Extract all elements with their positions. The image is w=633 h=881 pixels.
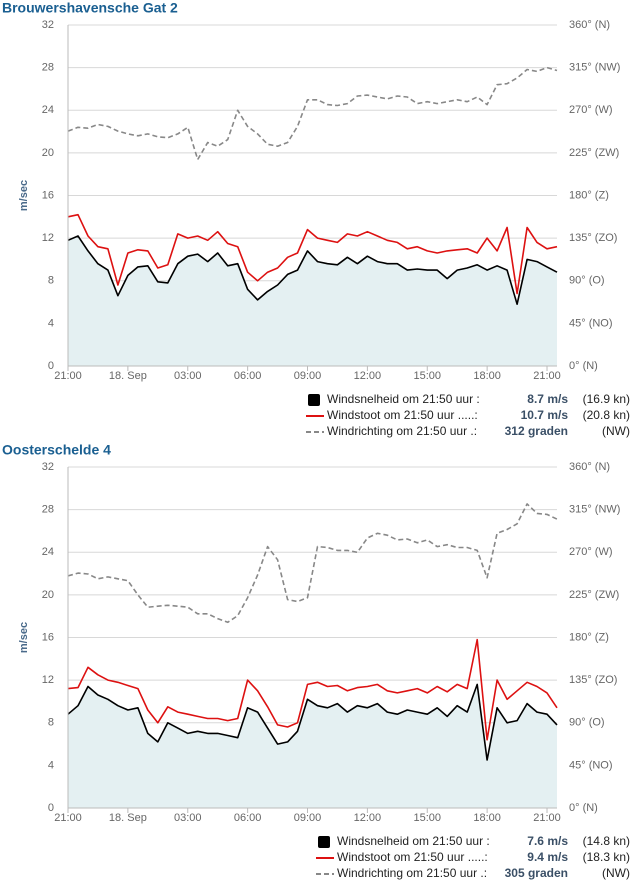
- y2-tick-label: 180° (Z): [569, 631, 609, 643]
- area: [68, 236, 557, 366]
- x-tick-label: 21:00: [54, 370, 82, 382]
- x-tick-label: 09:00: [294, 812, 322, 824]
- y2-tick-label: 270° (W): [569, 546, 613, 558]
- x-tick-label: 18. Sep: [109, 370, 147, 382]
- legend-current: 305 graden: [505, 866, 568, 880]
- line: [67, 503, 558, 624]
- y2-tick-label: 0° (N): [569, 360, 598, 372]
- y-tick-label: 24: [42, 546, 54, 558]
- y2-tick-label: 45° (NO): [569, 317, 613, 329]
- y-tick-label: 0: [48, 802, 54, 814]
- x-tick-label: 18. Sep: [109, 812, 147, 824]
- legend-current-alt: (20.8 kn): [583, 408, 630, 422]
- y-tick-label: 32: [42, 461, 54, 473]
- y2-tick-label: 90° (O): [569, 717, 605, 729]
- line: [67, 638, 558, 741]
- y2-tick-label: 45° (NO): [569, 759, 613, 771]
- y2-tick-label: 135° (ZO): [569, 232, 617, 244]
- legend-current: 9.4 m/s: [527, 850, 568, 864]
- x-tick-label: 06:00: [234, 370, 262, 382]
- x-tick-label: 06:00: [234, 812, 262, 824]
- y2-tick-label: 0° (N): [569, 802, 598, 814]
- chart: Oosterschelde 4 m/sec 0 4 8 12 16 20 24 28 32 0° (N…: [2, 442, 630, 880]
- legend-current: 10.7 m/s: [521, 408, 569, 422]
- legend-swatch: [318, 836, 330, 848]
- y-tick-label: 20: [42, 147, 54, 159]
- legend-current-alt: (NW): [602, 866, 630, 880]
- x-tick-label: 18:00: [473, 370, 501, 382]
- x-tick-label: 03:00: [174, 812, 202, 824]
- y-tick-label: 12: [42, 232, 54, 244]
- x-tick-label: 12:00: [354, 370, 382, 382]
- y2-tick-label: 135° (ZO): [569, 674, 617, 686]
- x-tick-label: 21:00: [533, 812, 561, 824]
- area: [68, 684, 557, 808]
- line: [67, 66, 558, 161]
- chart-title: Brouwershavensche Gat 2: [2, 0, 178, 16]
- y2-tick-label: 315° (NW): [569, 62, 620, 74]
- x-tick-label: 21:00: [54, 812, 82, 824]
- y2-tick-label: 225° (ZW): [569, 147, 619, 159]
- y-tick-label: 20: [42, 589, 54, 601]
- legend-current: 8.7 m/s: [527, 392, 568, 406]
- line: [67, 683, 558, 761]
- y2-tick-label: 315° (NW): [569, 504, 620, 516]
- legend-current-alt: (14.8 kn): [583, 834, 630, 848]
- y-tick-label: 4: [48, 759, 54, 771]
- y-axis-label: m/sec: [18, 180, 30, 211]
- line: [67, 213, 558, 295]
- y-tick-label: 16: [42, 631, 54, 643]
- x-tick-label: 12:00: [354, 812, 382, 824]
- x-tick-label: 15:00: [413, 812, 441, 824]
- line: [67, 235, 558, 305]
- x-tick-label: 18:00: [473, 812, 501, 824]
- y-tick-label: 4: [48, 317, 54, 329]
- legend-label: Windsnelheid om 21:50 uur :: [327, 392, 480, 406]
- y2-tick-label: 225° (ZW): [569, 589, 619, 601]
- y-tick-label: 0: [48, 360, 54, 372]
- legend-current-alt: (18.3 kn): [583, 850, 630, 864]
- legend-current-alt: (NW): [602, 424, 630, 438]
- legend-label: Windrichting om 21:50 uur .:: [327, 424, 477, 438]
- legend-label: Windrichting om 21:50 uur .:: [337, 866, 487, 880]
- legend-label: Windsnelheid om 21:50 uur :: [337, 834, 490, 848]
- x-tick-label: 15:00: [413, 370, 441, 382]
- y2-tick-label: 270° (W): [569, 104, 613, 116]
- y-tick-label: 16: [42, 189, 54, 201]
- chart-title: Oosterschelde 4: [2, 442, 111, 458]
- y-tick-label: 24: [42, 104, 54, 116]
- x-tick-label: 03:00: [174, 370, 202, 382]
- legend-label: Windstoot om 21:50 uur .....:: [337, 850, 488, 864]
- legend-swatch: [308, 394, 320, 406]
- y-tick-label: 28: [42, 62, 54, 74]
- y-tick-label: 32: [42, 19, 54, 31]
- y-tick-label: 8: [48, 275, 54, 287]
- x-tick-label: 21:00: [533, 370, 561, 382]
- y-tick-label: 28: [42, 504, 54, 516]
- y2-tick-label: 360° (N): [569, 461, 610, 473]
- y-axis-label: m/sec: [18, 622, 30, 653]
- y2-tick-label: 360° (N): [569, 19, 610, 31]
- legend-current-alt: (16.9 kn): [583, 392, 630, 406]
- y-tick-label: 8: [48, 717, 54, 729]
- y2-tick-label: 180° (Z): [569, 189, 609, 201]
- y-tick-label: 12: [42, 674, 54, 686]
- y2-tick-label: 90° (O): [569, 275, 605, 287]
- legend-current: 7.6 m/s: [527, 834, 568, 848]
- chart: Brouwershavensche Gat 2 m/sec 0 4 8 12 16 20 24 2…: [2, 0, 630, 438]
- x-tick-label: 09:00: [294, 370, 322, 382]
- legend-current: 312 graden: [505, 424, 568, 438]
- legend-label: Windstoot om 21:50 uur .....:: [327, 408, 478, 422]
